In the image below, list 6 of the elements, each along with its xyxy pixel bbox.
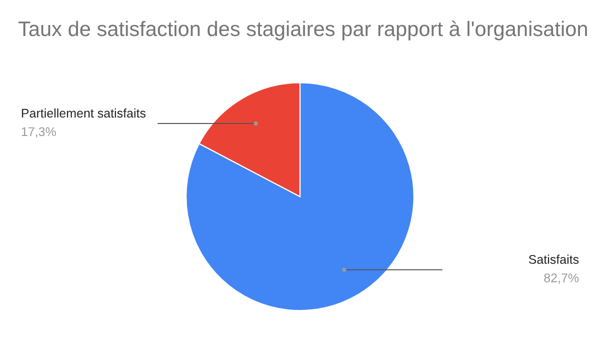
data-label: 82,7% [544,273,579,284]
slice-label: Partiellement satisfaits [22,108,146,118]
slice-label: Satisfaits [528,254,579,264]
data-label: 17,3% [22,127,56,138]
pie-slice [186,82,414,312]
chart-title: Taux de satisfaction des stagiaires par rapport à l'organisation [18,20,587,40]
